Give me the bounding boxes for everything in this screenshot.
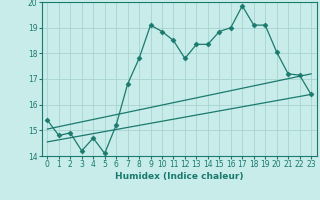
X-axis label: Humidex (Indice chaleur): Humidex (Indice chaleur)	[115, 172, 244, 181]
